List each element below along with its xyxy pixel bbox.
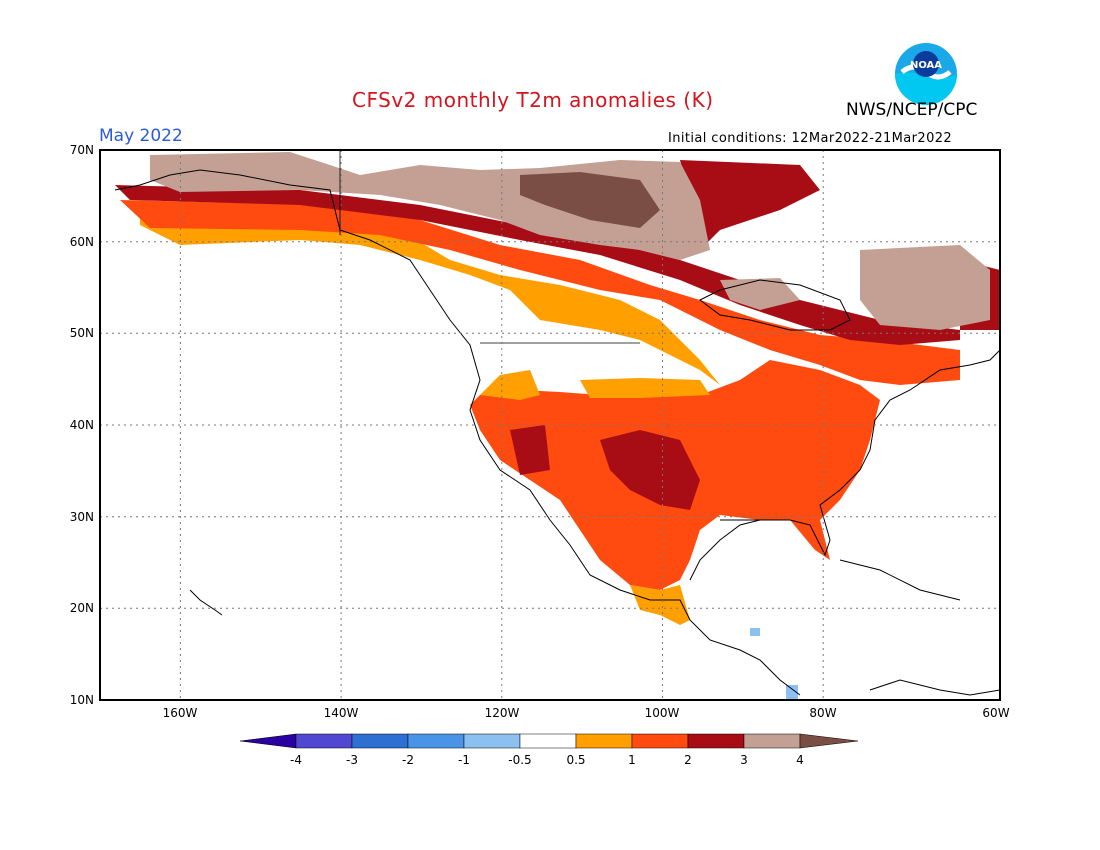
lat-label: 70N [70, 143, 94, 157]
target-month-label: May 2022 [99, 126, 183, 146]
latitude-labels: 70N 60N 50N 40N 30N 20N 10N [70, 143, 94, 707]
hudson-bay-coastline [699, 279, 851, 331]
lat-label: 20N [70, 601, 94, 615]
gridlines [100, 150, 1000, 700]
anomaly-region-3-4k-hudson [720, 278, 800, 310]
colorbar-arrow-low [239, 733, 297, 749]
colorbar-tick-label: 1 [628, 753, 636, 767]
colorbar-swatch [631, 733, 689, 749]
lat-label: 30N [70, 510, 94, 524]
colorbar-arrow-high [799, 733, 859, 749]
map-frame [99, 149, 1001, 701]
anomaly-fill [115, 152, 1000, 699]
colorbar-swatch [519, 733, 577, 749]
logo-text: NOAA [910, 60, 942, 71]
colorbar-tick-label: -4 [290, 753, 302, 767]
anomaly-region-05-1k-plains [580, 378, 710, 398]
colorbar-tick-label: -1 [458, 753, 470, 767]
anomaly-region-3-4k-quebec [860, 245, 990, 330]
anomaly-region-2-3k-texas [600, 430, 700, 510]
lat-label: 50N [70, 326, 94, 340]
lat-label: 60N [70, 235, 94, 249]
lon-label: 120W [485, 706, 520, 720]
colorbar-tick-label: 4 [796, 753, 804, 767]
south-america-coastline [869, 679, 1000, 696]
lon-label: 60W [982, 706, 1009, 720]
coastlines [114, 169, 1000, 696]
colorbar: -4 -3 -2 -1 -0.5 0.5 1 2 3 4 [239, 733, 859, 767]
lon-label: 140W [324, 706, 359, 720]
anomaly-region-2-3k-arctic [680, 160, 820, 250]
anomaly-region-2-3k-southwest [510, 425, 550, 475]
east-coastline [689, 349, 1000, 581]
lon-label: 160W [163, 706, 198, 720]
anomaly-region-neg-central-america [750, 628, 760, 636]
colorbar-swatch [351, 733, 409, 749]
anomaly-region-gt4k [520, 172, 660, 228]
borders [339, 150, 640, 344]
anomaly-region-05-1k-west [480, 370, 540, 400]
initial-conditions-label: Initial conditions: 12Mar2022-21Mar2022 [668, 131, 953, 146]
anomaly-region-neg-panama [786, 685, 798, 699]
longitude-labels: 160W 140W 120W 100W 80W 60W [163, 706, 1010, 720]
west-coastline [114, 169, 801, 696]
anomaly-region-05-1k-mexico [630, 585, 690, 625]
figure-title: CFSv2 monthly T2m anomalies (K) [352, 88, 714, 112]
lat-label: 40N [70, 418, 94, 432]
caribbean-coastline [839, 559, 961, 601]
colorbar-swatch [407, 733, 465, 749]
colorbar-tick-label: -2 [402, 753, 414, 767]
colorbar-tick-label: 3 [740, 753, 748, 767]
noaa-logo: NOAA [895, 43, 957, 105]
lon-label: 80W [809, 706, 836, 720]
colorbar-tick-label: -0.5 [508, 753, 531, 767]
colorbar-tick-label: 0.5 [566, 753, 585, 767]
hawaii-coastline [189, 589, 223, 616]
organization-label: NWS/NCEP/CPC [846, 100, 978, 120]
colorbar-swatch [295, 733, 353, 749]
colorbar-tick-label: -3 [346, 753, 358, 767]
lon-label: 100W [645, 706, 680, 720]
colorbar-swatch [687, 733, 745, 749]
colorbar-tick-label: 2 [684, 753, 692, 767]
colorbar-swatch [743, 733, 801, 749]
colorbar-swatch [463, 733, 521, 749]
anomaly-region-1-2k-canada [120, 200, 960, 385]
lat-label: 10N [70, 693, 94, 707]
colorbar-swatch [575, 733, 633, 749]
